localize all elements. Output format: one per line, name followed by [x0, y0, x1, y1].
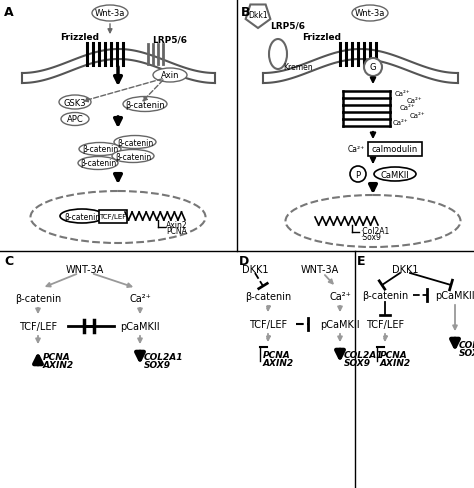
- Text: CaMKII: CaMKII: [381, 170, 410, 179]
- Text: Ca²⁺: Ca²⁺: [407, 98, 423, 104]
- Text: SOX9: SOX9: [144, 361, 171, 370]
- Ellipse shape: [59, 96, 91, 110]
- Text: TCF/LEF: TCF/LEF: [19, 321, 57, 331]
- Text: β-catenin: β-catenin: [80, 159, 116, 168]
- Text: Ca²⁺: Ca²⁺: [348, 145, 365, 154]
- Ellipse shape: [269, 40, 287, 70]
- Text: Dkk1: Dkk1: [248, 12, 268, 20]
- FancyBboxPatch shape: [368, 142, 422, 157]
- Text: β-catenin: β-catenin: [82, 145, 118, 154]
- Text: AXIN2: AXIN2: [43, 361, 74, 370]
- Text: TCF/LEF: TCF/LEF: [249, 319, 287, 329]
- Text: SOX9: SOX9: [344, 359, 371, 368]
- Text: COL2A1: COL2A1: [344, 351, 383, 360]
- Text: Axin: Axin: [161, 71, 179, 81]
- Text: β-catenin: β-catenin: [125, 101, 165, 109]
- Text: DKK1: DKK1: [242, 264, 268, 274]
- Circle shape: [350, 167, 366, 183]
- Text: β-catenin: β-catenin: [117, 138, 153, 147]
- Ellipse shape: [60, 209, 104, 224]
- Text: Wnt-3a: Wnt-3a: [95, 9, 125, 19]
- Text: WNT-3A: WNT-3A: [301, 264, 339, 274]
- Text: pCaMKII: pCaMKII: [120, 321, 160, 331]
- Ellipse shape: [374, 168, 416, 182]
- Text: Ca²⁺: Ca²⁺: [400, 105, 416, 111]
- Ellipse shape: [112, 150, 154, 163]
- Text: ·Sox9: ·Sox9: [360, 232, 381, 241]
- Text: Ca²⁺: Ca²⁺: [395, 91, 410, 97]
- Text: Ca²⁺: Ca²⁺: [393, 120, 409, 126]
- Ellipse shape: [78, 157, 118, 170]
- Ellipse shape: [285, 196, 461, 247]
- Text: AXIN2: AXIN2: [380, 358, 411, 367]
- FancyBboxPatch shape: [99, 210, 127, 223]
- Text: P: P: [356, 170, 361, 179]
- Text: pCaMKII: pCaMKII: [320, 319, 360, 329]
- Text: Frizzled: Frizzled: [61, 34, 100, 42]
- Ellipse shape: [61, 113, 89, 126]
- Text: PCNA: PCNA: [380, 350, 408, 359]
- Ellipse shape: [352, 6, 388, 22]
- Text: GSK3: GSK3: [64, 98, 86, 107]
- Text: β-catenin: β-catenin: [362, 290, 408, 301]
- Text: AXIN2: AXIN2: [263, 358, 294, 367]
- Text: Kremen: Kremen: [283, 63, 313, 72]
- Text: Ca²⁺: Ca²⁺: [329, 291, 351, 302]
- Ellipse shape: [30, 192, 206, 244]
- Text: β-catenin: β-catenin: [245, 291, 291, 302]
- Text: PCNA: PCNA: [166, 227, 187, 236]
- Ellipse shape: [79, 143, 121, 156]
- Text: PCNA: PCNA: [43, 353, 71, 362]
- Text: A: A: [4, 6, 14, 19]
- Text: calmodulin: calmodulin: [372, 145, 418, 154]
- Ellipse shape: [153, 69, 187, 83]
- Text: LRP5/6: LRP5/6: [153, 36, 188, 44]
- Text: D: D: [239, 254, 249, 267]
- Ellipse shape: [114, 136, 156, 149]
- Text: TCF/LEF: TCF/LEF: [366, 319, 404, 329]
- Text: LRP5/6: LRP5/6: [271, 21, 306, 30]
- Text: β-catenin: β-catenin: [15, 293, 61, 304]
- Text: Wnt-3a: Wnt-3a: [355, 9, 385, 19]
- Text: B: B: [241, 6, 250, 19]
- Text: SOX9: SOX9: [459, 348, 474, 357]
- Text: DKK1: DKK1: [392, 264, 418, 274]
- Text: WNT-3A: WNT-3A: [66, 264, 104, 274]
- Text: Axin2: Axin2: [166, 221, 188, 230]
- Text: Ca²⁺: Ca²⁺: [129, 293, 151, 304]
- Text: ·Col2A1: ·Col2A1: [360, 226, 389, 235]
- Text: β-catenin: β-catenin: [64, 212, 100, 221]
- Ellipse shape: [123, 97, 167, 112]
- Text: β-catenin: β-catenin: [115, 152, 151, 161]
- Text: TCF/LEF: TCF/LEF: [100, 214, 127, 220]
- Text: PCNA: PCNA: [263, 350, 291, 359]
- Ellipse shape: [92, 6, 128, 22]
- Text: C: C: [4, 254, 13, 267]
- Circle shape: [364, 59, 382, 77]
- Text: E: E: [357, 254, 365, 267]
- Text: Ca²⁺: Ca²⁺: [410, 113, 426, 119]
- Text: Frizzled: Frizzled: [302, 34, 341, 42]
- Text: COL2A1: COL2A1: [144, 353, 183, 362]
- Text: G: G: [370, 63, 376, 72]
- Text: pCaMKII: pCaMKII: [435, 290, 474, 301]
- Text: COL2A1: COL2A1: [459, 340, 474, 349]
- Text: APC: APC: [67, 115, 83, 124]
